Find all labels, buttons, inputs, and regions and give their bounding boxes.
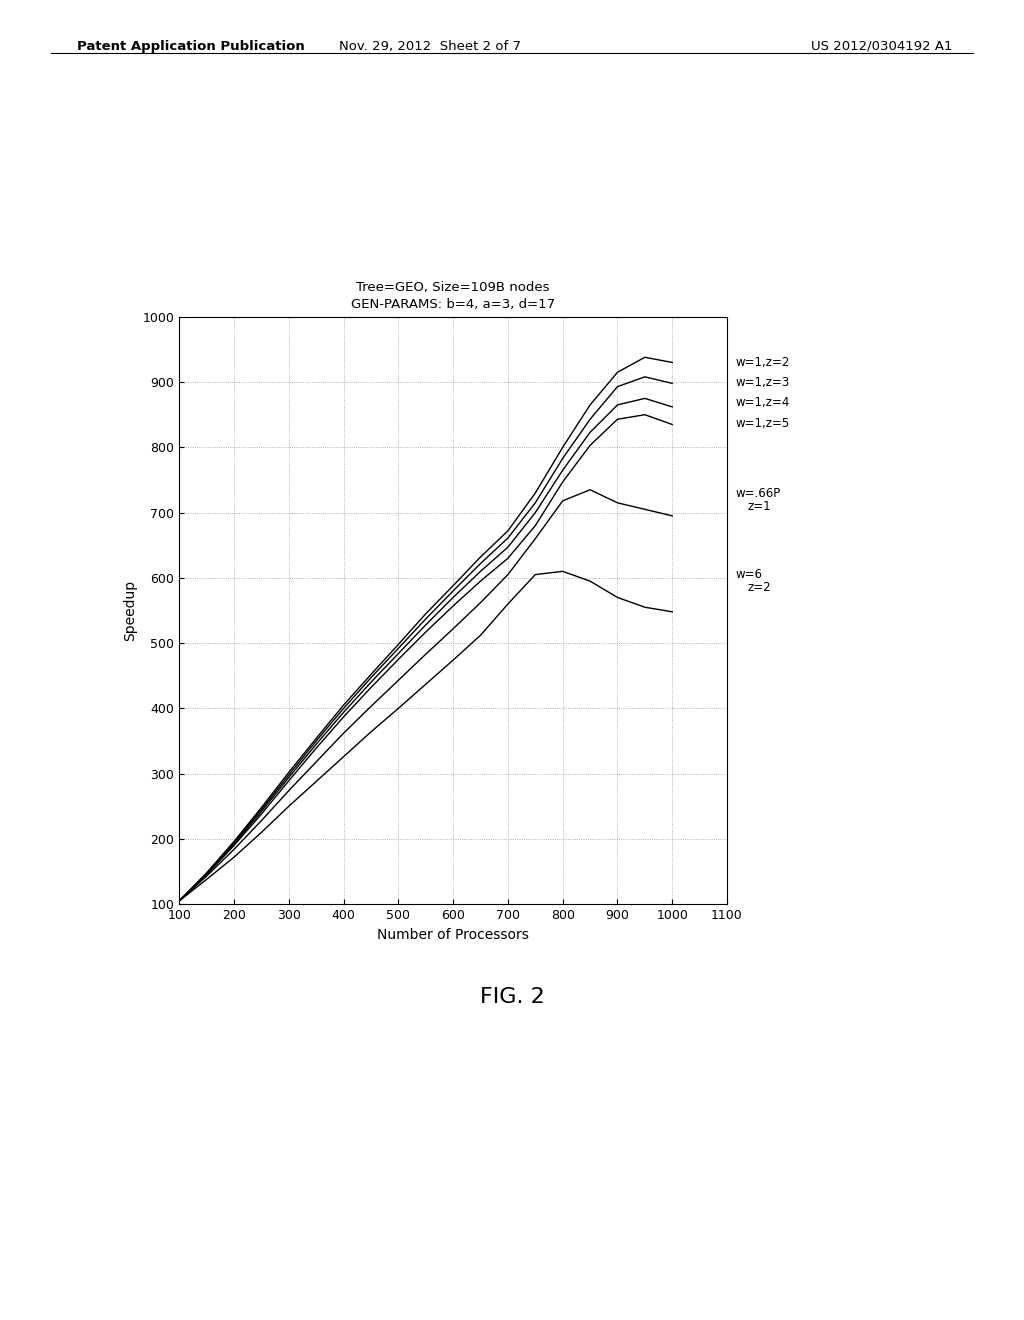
Text: w=1,z=2: w=1,z=2 (735, 356, 790, 370)
Text: w=1,z=5: w=1,z=5 (735, 417, 790, 430)
Text: Nov. 29, 2012  Sheet 2 of 7: Nov. 29, 2012 Sheet 2 of 7 (339, 40, 521, 53)
Text: FIG. 2: FIG. 2 (479, 986, 545, 1007)
Text: w=6: w=6 (735, 568, 762, 581)
Text: w=1,z=4: w=1,z=4 (735, 396, 790, 409)
Y-axis label: Speedup: Speedup (123, 579, 137, 642)
Text: w=.66P: w=.66P (735, 487, 780, 499)
Text: z=2: z=2 (748, 581, 771, 594)
Title: Tree=GEO, Size=109B nodes
GEN-PARAMS: b=4, a=3, d=17: Tree=GEO, Size=109B nodes GEN-PARAMS: b=… (351, 281, 555, 312)
Text: Patent Application Publication: Patent Application Publication (77, 40, 304, 53)
Text: z=1: z=1 (748, 499, 771, 512)
Text: US 2012/0304192 A1: US 2012/0304192 A1 (811, 40, 952, 53)
Text: w=1,z=3: w=1,z=3 (735, 376, 790, 388)
X-axis label: Number of Processors: Number of Processors (377, 928, 529, 941)
